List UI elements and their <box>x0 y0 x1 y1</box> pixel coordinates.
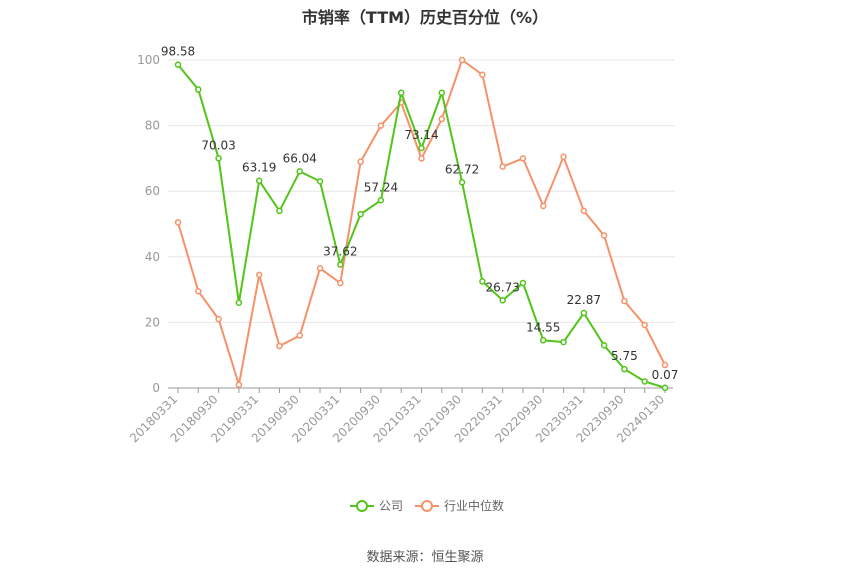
data-point <box>296 168 303 175</box>
data-label: 98.58 <box>161 45 195 59</box>
x-axis: 2018033120180930201903312019093020200331… <box>127 387 673 445</box>
y-axis-ticks: 0 20 40 60 80 100 <box>137 53 160 395</box>
data-point <box>397 89 405 97</box>
data-label: 57.24 <box>364 180 398 194</box>
data-point <box>560 338 567 346</box>
data-point <box>377 197 385 204</box>
data-label: 0.07 <box>652 368 679 382</box>
data-labels: 98.58 70.03 63.19 66.04 37.62 57.24 73.14 62.72… <box>161 45 679 382</box>
data-point <box>519 155 527 162</box>
data-point <box>276 342 283 350</box>
data-point <box>418 144 425 152</box>
data-point <box>540 337 547 344</box>
data-point <box>641 378 648 385</box>
series-line-1 <box>177 58 666 385</box>
data-label: 66.04 <box>283 151 317 165</box>
data-point <box>560 153 567 161</box>
data-label: 73.14 <box>404 128 438 142</box>
data-source: 数据来源：恒生聚源 <box>366 550 484 565</box>
data-point <box>174 61 182 68</box>
data-point <box>499 163 506 170</box>
data-point <box>438 89 446 97</box>
data-point <box>195 86 202 93</box>
series-group <box>174 56 669 392</box>
data-point <box>255 271 263 279</box>
data-label: 62.72 <box>445 162 479 176</box>
series-line-0 <box>177 64 666 389</box>
data-point <box>316 265 324 272</box>
data-point <box>479 71 486 79</box>
data-point <box>519 279 527 287</box>
legend-label-0: 公司 <box>379 499 403 513</box>
data-point <box>296 332 303 339</box>
data-point <box>418 155 425 162</box>
data-label: 14.55 <box>526 320 560 334</box>
data-point <box>337 279 344 287</box>
data-point <box>215 155 222 162</box>
data-point <box>580 207 588 215</box>
grid-lines <box>168 59 675 323</box>
data-point <box>580 309 588 317</box>
data-point <box>316 178 324 185</box>
data-label: 70.03 <box>201 138 235 152</box>
data-point <box>174 219 182 226</box>
data-point <box>661 384 669 392</box>
y-tick-label: 100 <box>137 53 160 67</box>
chart-title: 市销率（TTM）历史百分位（%） <box>301 8 549 27</box>
data-point <box>377 122 385 129</box>
data-point <box>479 278 486 285</box>
data-point <box>600 232 608 239</box>
data-point <box>438 115 446 123</box>
data-point <box>235 381 243 388</box>
data-point <box>641 321 648 329</box>
data-point <box>255 177 263 184</box>
data-point <box>600 342 608 349</box>
data-label: 26.73 <box>485 280 519 294</box>
data-point <box>458 179 466 186</box>
data-point <box>458 56 466 64</box>
data-point <box>357 158 364 165</box>
legend-marker-1 <box>421 500 433 512</box>
data-point <box>337 261 344 268</box>
data-label: 63.19 <box>242 161 276 175</box>
data-point <box>195 287 202 295</box>
legend-label-1: 行业中位数 <box>444 498 504 513</box>
data-point <box>540 202 547 210</box>
data-label: 5.75 <box>611 349 638 363</box>
data-label: 22.87 <box>567 293 601 307</box>
data-point <box>621 365 628 373</box>
data-point <box>499 297 506 304</box>
data-point <box>235 299 243 306</box>
legend-marker-0 <box>356 500 368 512</box>
y-tick-label: 60 <box>145 184 160 198</box>
y-tick-label: 40 <box>145 250 160 264</box>
y-tick-label: 20 <box>145 315 160 329</box>
y-tick-label: 0 <box>152 381 160 395</box>
data-point <box>621 297 628 305</box>
data-point <box>215 315 222 323</box>
data-point <box>357 210 364 218</box>
legend: 公司 行业中位数 <box>350 498 504 513</box>
data-point <box>661 361 669 369</box>
data-point <box>276 207 283 215</box>
data-label: 37.62 <box>323 245 357 259</box>
y-tick-label: 80 <box>145 119 160 133</box>
